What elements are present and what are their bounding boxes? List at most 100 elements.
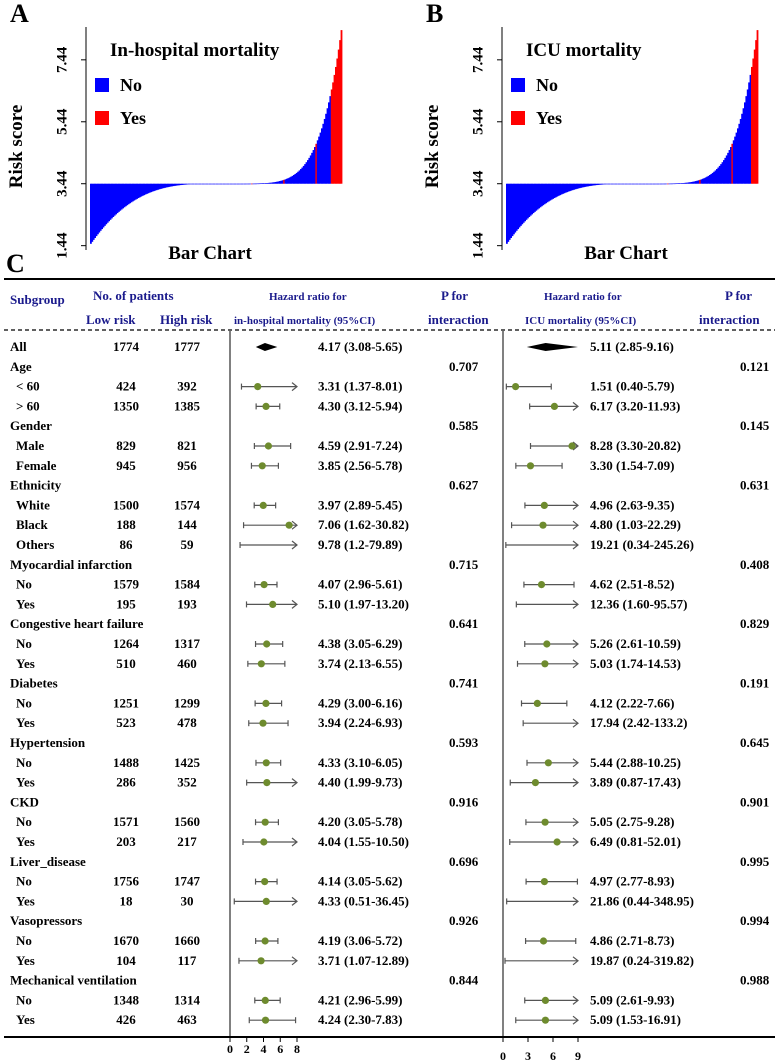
row-label: No [16, 992, 32, 1007]
risk-bar [752, 58, 755, 184]
risk-bar [224, 183, 227, 185]
risk-bar [280, 180, 283, 184]
risk-bar [592, 183, 595, 186]
risk-bar [197, 183, 200, 185]
risk-bar [123, 183, 126, 208]
risk-bar [629, 183, 631, 185]
ci-arrow-hr1 [291, 540, 298, 550]
hr-point-hr1 [259, 501, 267, 509]
risk-bar [608, 183, 610, 185]
risk-bar [273, 182, 276, 184]
risk-bar [164, 183, 166, 188]
risk-bar [248, 183, 250, 185]
hr1-estimate: 3.74 (2.13-6.55) [318, 656, 403, 671]
risk-bar [581, 183, 584, 188]
hr-point-hr1 [260, 838, 268, 846]
risk-bar [553, 183, 556, 199]
risk-bar [209, 183, 211, 185]
risk-bar [695, 181, 697, 184]
risk-bar [518, 183, 521, 228]
risk-bar [717, 167, 720, 184]
risk-bar [210, 183, 213, 185]
hr1-estimate: 4.04 (1.55-10.50) [318, 834, 409, 849]
risk-bar [262, 183, 264, 184]
ci-arrow-hr1 [291, 837, 298, 847]
risk-bar [207, 183, 210, 185]
risk-bar [739, 118, 742, 184]
risk-bar [588, 183, 591, 187]
risk-bar [665, 183, 668, 185]
risk-bar [627, 183, 630, 185]
risk-bar [550, 183, 553, 200]
low-risk-count: 523 [116, 715, 136, 730]
risk-bar [186, 183, 189, 185]
risk-bar [693, 181, 696, 184]
row-label: Yes [16, 596, 35, 611]
risk-bar [699, 179, 701, 184]
risk-bar [507, 183, 510, 242]
hr-point-hr1 [285, 521, 293, 529]
hr1-estimate: 5.10 (1.97-13.20) [318, 596, 409, 611]
risk-bar [756, 30, 759, 184]
risk-bar [290, 176, 292, 184]
risk-bar [679, 183, 682, 184]
risk-bar [549, 183, 552, 201]
ci-arrow-hr1 [291, 956, 298, 966]
hr2-estimate: 4.62 (2.51-8.52) [590, 577, 675, 592]
risk-bar [604, 183, 606, 185]
risk-bar [522, 183, 525, 223]
row-label: Yes [16, 893, 35, 908]
hr-point-hr1 [269, 600, 277, 609]
hr1-estimate: 3.94 (2.24-6.93) [318, 715, 403, 730]
hr2-estimate: 4.86 (2.71-8.73) [590, 933, 675, 948]
risk-bar [609, 183, 612, 185]
risk-bar [711, 172, 714, 184]
risk-bar [650, 183, 652, 185]
risk-bar [333, 74, 336, 184]
hr-point-hr2 [550, 402, 559, 410]
p-interaction-hr2: 0.901 [740, 794, 769, 809]
risk-bar [269, 182, 271, 184]
hr1-estimate: 4.59 (2.91-7.24) [318, 438, 403, 453]
risk-bar [562, 183, 564, 194]
risk-bar [710, 173, 713, 184]
hr-point-hr1 [259, 719, 267, 727]
risk-bar [525, 183, 528, 220]
row-label: < 60 [16, 379, 40, 394]
hr1-estimate: 7.06 (1.62-30.82) [318, 517, 409, 532]
ci-arrow-hr2 [572, 837, 579, 847]
risk-bar [161, 183, 164, 189]
risk-bar [514, 183, 517, 233]
risk-bar [513, 183, 515, 235]
risk-bar [675, 183, 678, 185]
row-label: Age [10, 359, 32, 374]
hr1-estimate: 4.33 (3.10-6.05) [318, 755, 403, 770]
risk-bar [295, 172, 298, 184]
row-label: No [16, 814, 32, 829]
risk-bar [301, 167, 304, 184]
p-interaction-hr1: 0.844 [449, 973, 479, 988]
header-subgroup: Subgroup [10, 292, 65, 307]
hr2-estimate: 5.11 (2.85-9.16) [590, 339, 674, 354]
risk-bar [171, 183, 173, 187]
risk-bar [721, 162, 724, 184]
row-label: Hypertension [10, 735, 86, 750]
row-label: Gender [10, 418, 52, 433]
low-risk-count: 1571 [113, 814, 139, 829]
ci-arrow-hr2 [572, 441, 579, 451]
hr2-estimate: 19.21 (0.34-245.26) [590, 537, 694, 552]
low-risk-count: 203 [116, 834, 136, 849]
ci-arrow-hr2 [572, 659, 579, 669]
hr1-estimate: 4.14 (3.05-5.62) [318, 874, 403, 889]
risk-bar [643, 183, 645, 185]
y-axis-label-a: Risk score [6, 105, 27, 189]
risk-bar [751, 66, 753, 184]
risk-bar [158, 183, 161, 190]
risk-bar [126, 183, 129, 206]
risk-bar [258, 183, 260, 185]
row-label: No [16, 933, 32, 948]
risk-bar [556, 183, 559, 197]
risk-bar [725, 155, 728, 184]
row-label: Female [16, 458, 57, 473]
risk-bar [339, 40, 341, 184]
